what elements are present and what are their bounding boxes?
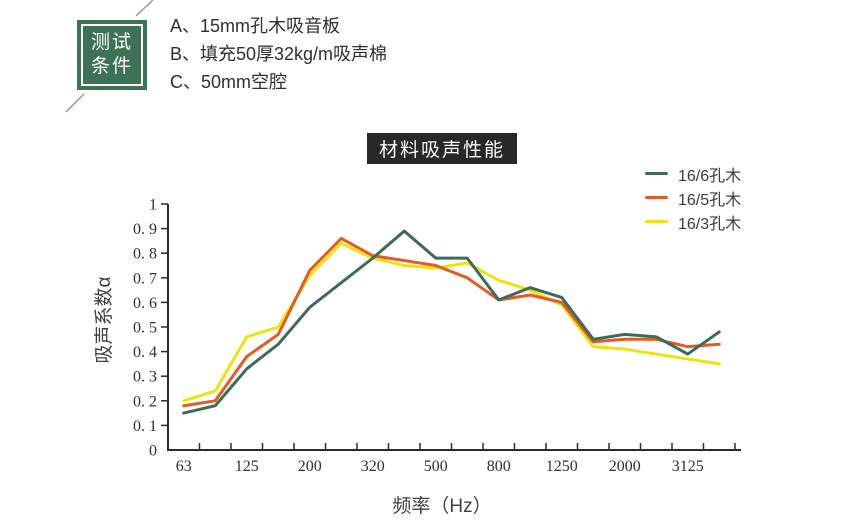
- x-tick-label: 3125: [672, 458, 704, 475]
- test-conditions-badge-inner: 测试 条件: [81, 24, 143, 86]
- legend-swatch-2: [645, 220, 668, 223]
- legend-item: 16/6孔木: [645, 166, 741, 185]
- legend-label-1: 16/5孔木: [678, 191, 742, 209]
- legend-swatch-1: [645, 196, 668, 199]
- badge-slash-top: [135, 0, 154, 17]
- legend-label-2: 16/3孔木: [678, 215, 742, 233]
- y-tick-label: 0: [149, 443, 157, 460]
- condition-item-c: C、50mm空腔: [170, 72, 288, 92]
- legend-swatch-0: [645, 172, 668, 175]
- condition-item-b: B、填充50厚32kg/m吸声棉: [170, 44, 388, 64]
- legend-item: 16/3孔木: [645, 214, 741, 233]
- y-tick-label: 0. 1: [133, 418, 157, 435]
- y-tick-label: 0. 7: [133, 270, 157, 287]
- x-tick-label: 63: [176, 458, 192, 475]
- x-tick-label: 800: [487, 458, 511, 475]
- badge-line1: 测试: [90, 32, 133, 53]
- axes: [167, 204, 741, 451]
- y-tick-label: 1: [149, 197, 157, 214]
- legend-item: 16/5孔木: [645, 190, 741, 209]
- series-line-2: [182, 241, 721, 403]
- x-tick-label: 125: [235, 458, 259, 475]
- y-tick-label: 0. 8: [133, 246, 157, 263]
- x-axis-title: 频率（Hz）: [392, 495, 491, 517]
- x-tick-label: 200: [298, 458, 322, 475]
- chart-title: 材料吸声性能: [367, 133, 517, 164]
- test-conditions-badge: 测试 条件: [77, 20, 147, 90]
- x-tick-label: 1250: [546, 458, 578, 475]
- y-tick-label: 0. 5: [133, 320, 157, 337]
- chart-legend: 16/6孔木 16/5孔木 16/3孔木: [645, 166, 741, 233]
- series-line-1: [182, 236, 721, 408]
- legend-label-0: 16/6孔木: [678, 167, 742, 185]
- y-tick-label: 0. 9: [133, 221, 157, 238]
- x-tick-label: 2000: [609, 458, 641, 475]
- badge-line2: 条件: [90, 56, 133, 77]
- x-tick-label: 320: [361, 458, 385, 475]
- condition-item-a: A、15mm孔木吸音板: [170, 16, 341, 36]
- conditions-list: A、15mm孔木吸音板 B、填充50厚32kg/m吸声棉 C、50mm空腔: [170, 14, 387, 94]
- badge-slash-bottom: [65, 93, 85, 113]
- y-tick-label: 0. 3: [133, 369, 157, 386]
- y-tick-label: 0. 6: [133, 295, 157, 312]
- y-tick-label: 0. 4: [133, 344, 157, 361]
- y-axis-title: 吸声系数α: [93, 276, 115, 363]
- y-tick-label: 0. 2: [133, 393, 157, 410]
- x-tick-label: 500: [424, 458, 448, 475]
- series-line-0: [182, 229, 721, 415]
